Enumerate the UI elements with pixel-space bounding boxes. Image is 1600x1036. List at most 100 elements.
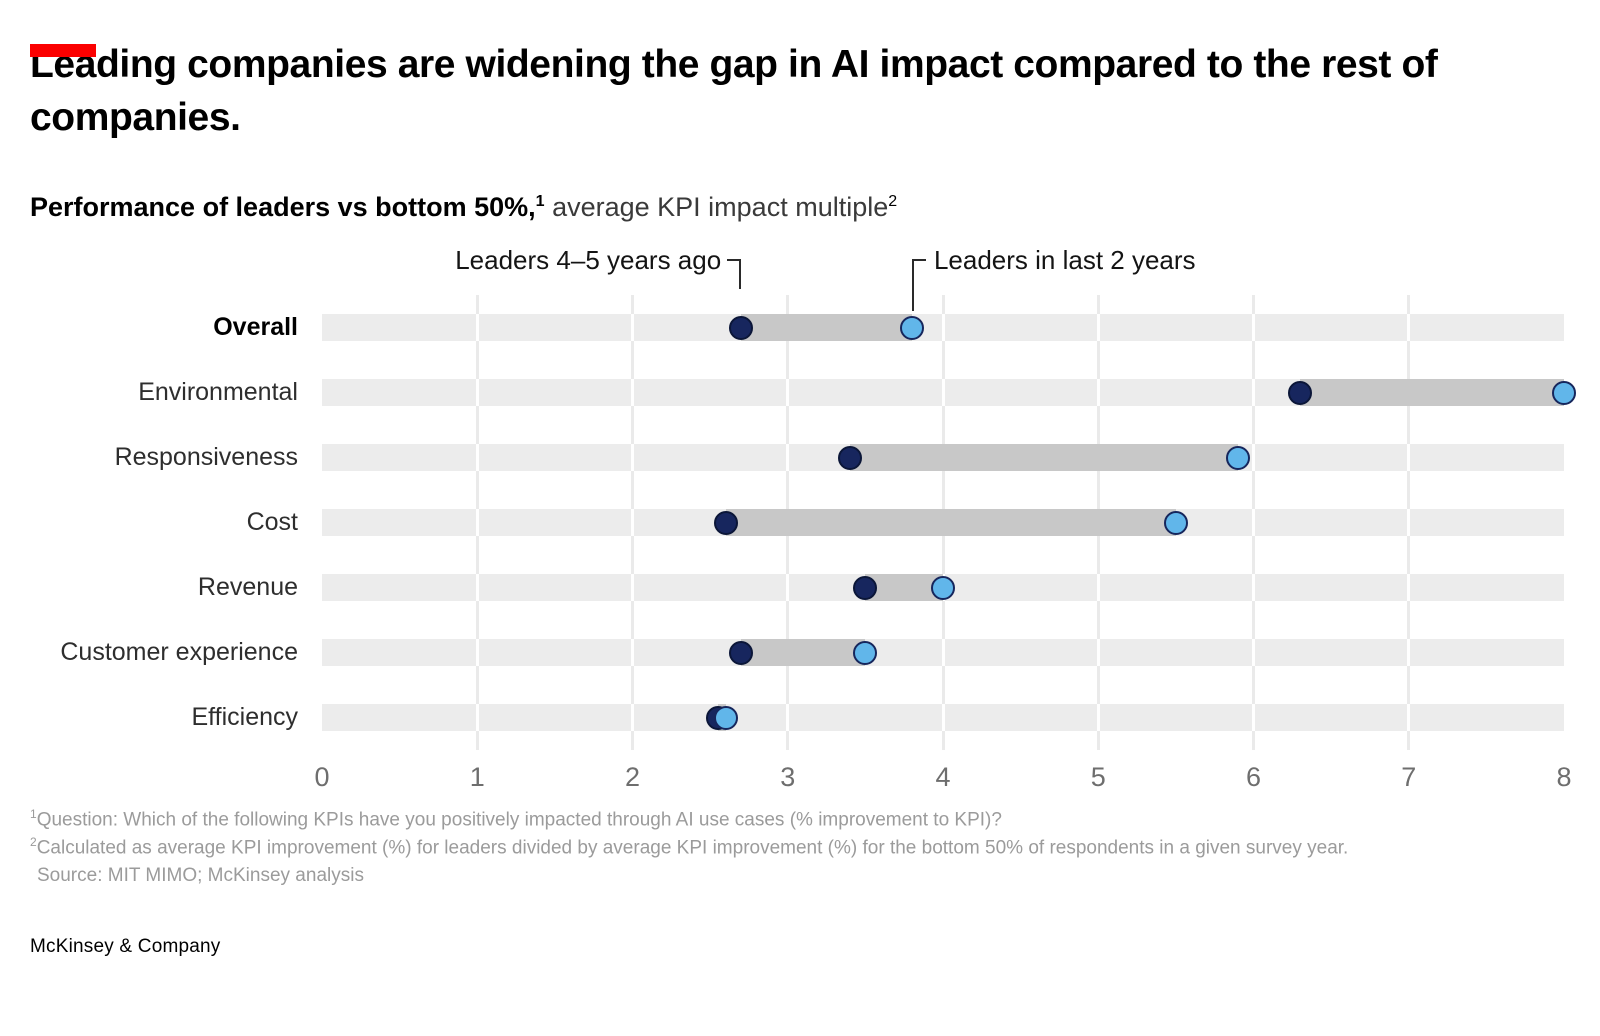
dot-leaders-4-5-years-ago xyxy=(1288,380,1313,405)
gridline xyxy=(475,704,479,732)
axis-tick-label: 6 xyxy=(1245,762,1262,793)
row-band xyxy=(322,444,1564,472)
axis-tick-label: 0 xyxy=(314,762,330,793)
dumbbell-connector xyxy=(865,574,943,602)
gridline xyxy=(941,379,945,407)
footnote-2-sup: 2 xyxy=(30,835,37,850)
footnote-1-text: Question: Which of the following KPIs ha… xyxy=(36,809,1002,831)
category-label: Responsiveness xyxy=(114,443,298,472)
gridline xyxy=(786,704,790,732)
gridline xyxy=(475,574,479,602)
gridline xyxy=(1252,704,1255,732)
dot-leaders-last-2-years xyxy=(931,575,955,600)
chart-row: Responsiveness xyxy=(30,425,1564,490)
series-annotation-label-left: Leaders 4–5 years ago xyxy=(455,245,722,276)
chart-row: Efficiency xyxy=(30,685,1564,750)
gridline xyxy=(631,509,634,537)
dot-leaders-last-2-years xyxy=(713,705,738,730)
dot-leaders-4-5-years-ago xyxy=(729,315,754,340)
gridline xyxy=(475,509,479,537)
footnote-source: Source: MIT MIMO; McKinsey analysis xyxy=(30,863,1564,890)
dot-leaders-last-2-years xyxy=(1552,380,1576,405)
row-band xyxy=(322,704,1564,732)
footnote-1-sup: 1 xyxy=(30,807,37,822)
gridline xyxy=(1407,704,1411,732)
accent-bar xyxy=(30,44,96,57)
dot-leaders-last-2-years xyxy=(1163,510,1188,535)
gridline xyxy=(1096,379,1100,407)
gridline xyxy=(941,639,945,667)
gridline xyxy=(631,314,634,342)
gridline xyxy=(631,704,634,732)
dumbbell-connector xyxy=(741,639,866,667)
subtitle-bold-text: Performance of leaders vs bottom 50%, xyxy=(30,192,536,223)
chart-row: Revenue xyxy=(30,555,1564,620)
gridline xyxy=(1096,704,1100,732)
annotation-layer: Leaders 4–5 years ago Leaders in last 2 y… xyxy=(322,243,1564,312)
gridline xyxy=(1096,574,1100,602)
gridline xyxy=(631,444,634,472)
footnote-2-text: Calculated as average KPI improvement (%… xyxy=(36,837,1349,859)
dot-leaders-last-2-years xyxy=(1225,445,1250,470)
gridline xyxy=(786,444,790,472)
plot-rows: Overall Environmental Responsiveness Cost Re… xyxy=(30,295,1576,750)
dumbbell-connector xyxy=(1300,379,1564,407)
gridline xyxy=(1407,509,1411,537)
gridline xyxy=(786,379,790,407)
category-label: Customer experience xyxy=(60,638,298,667)
gridline xyxy=(631,574,634,602)
gridline xyxy=(1407,314,1411,342)
axis-tick-label: 3 xyxy=(780,762,796,793)
footnote-source-text: Source: MIT MIMO; McKinsey analysis xyxy=(37,864,364,886)
category-label: Environmental xyxy=(138,378,298,407)
gridline xyxy=(475,639,479,667)
gridline xyxy=(1252,509,1255,537)
category-label: Overall xyxy=(213,313,298,342)
dumbbell-chart: Leaders 4–5 years ago Leaders in last 2 y… xyxy=(30,243,1576,794)
dot-leaders-last-2-years xyxy=(853,640,878,665)
gridline xyxy=(1096,639,1100,667)
gridline xyxy=(1407,574,1411,602)
axis-tick-label: 2 xyxy=(624,762,641,793)
gridline xyxy=(475,444,479,472)
subtitle-regular-text: average KPI impact multiple xyxy=(544,192,889,223)
chart-row: Environmental xyxy=(30,360,1576,425)
gridline xyxy=(631,379,634,407)
gridline xyxy=(941,314,945,342)
gridline xyxy=(1096,314,1100,342)
row-band xyxy=(322,314,1564,342)
row-band xyxy=(322,574,1564,602)
gridline xyxy=(631,639,634,667)
axis-tick-label: 8 xyxy=(1556,762,1572,793)
chart-row: Overall xyxy=(30,295,1564,360)
chart-row: Cost xyxy=(30,490,1564,555)
footnote-1: 1Question: Which of the following KPIs h… xyxy=(30,806,1564,834)
dot-leaders-4-5-years-ago xyxy=(729,640,754,665)
dumbbell-connector xyxy=(849,444,1238,472)
footnote-2: 2Calculated as average KPI improvement (… xyxy=(30,834,1564,862)
row-band xyxy=(322,639,1564,667)
gridline xyxy=(786,574,790,602)
gridline xyxy=(941,704,945,732)
page: Leading companies are widening the gap i… xyxy=(0,38,1600,958)
axis-tick-label: 5 xyxy=(1090,762,1106,793)
gridline xyxy=(1407,639,1411,667)
annotation-connector-line xyxy=(911,259,926,312)
plot-rows-wrapper: Overall Environmental Responsiveness Cost Re… xyxy=(30,295,1576,751)
dumbbell-connector xyxy=(725,509,1176,537)
footnotes: 1Question: Which of the following KPIs h… xyxy=(30,806,1564,890)
dot-leaders-4-5-years-ago xyxy=(713,510,738,535)
row-band xyxy=(322,379,1576,407)
dot-leaders-4-5-years-ago xyxy=(853,575,878,600)
category-label: Cost xyxy=(246,508,298,537)
axis-tick-label: 1 xyxy=(469,762,485,793)
footnote-marker-1: 1 xyxy=(535,193,545,211)
brand-footer: McKinsey & Company xyxy=(30,935,221,957)
gridline xyxy=(1252,574,1255,602)
axis-tick-label: 4 xyxy=(935,762,951,793)
category-label: Efficiency xyxy=(191,703,298,732)
dot-leaders-4-5-years-ago xyxy=(837,445,862,470)
chart-subtitle: Performance of leaders vs bottom 50%,1 a… xyxy=(30,192,1564,223)
page-title: Leading companies are widening the gap i… xyxy=(30,43,1438,140)
series-annotation-label-right: Leaders in last 2 years xyxy=(933,245,1196,276)
